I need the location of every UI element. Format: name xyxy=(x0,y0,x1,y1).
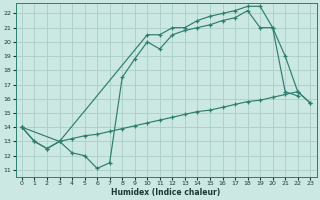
X-axis label: Humidex (Indice chaleur): Humidex (Indice chaleur) xyxy=(111,188,221,197)
